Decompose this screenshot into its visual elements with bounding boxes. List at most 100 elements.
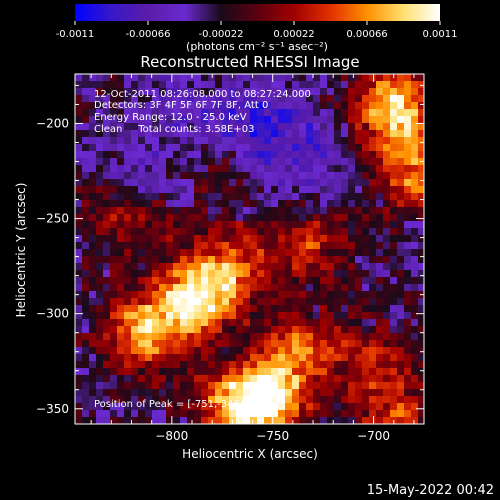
heatmap-cell xyxy=(299,116,307,124)
heatmap-cell xyxy=(145,403,153,411)
heatmap-cell xyxy=(341,123,349,131)
heatmap-cell xyxy=(103,207,111,215)
heatmap-cell xyxy=(313,130,321,138)
heatmap-cell xyxy=(418,277,424,285)
heatmap-cell xyxy=(187,375,195,383)
heatmap-cell xyxy=(264,179,272,187)
heatmap-cell xyxy=(250,193,258,201)
heatmap-cell xyxy=(159,130,167,138)
heatmap-cell xyxy=(215,417,223,424)
heatmap-cell xyxy=(124,95,132,103)
heatmap-cell xyxy=(187,165,195,173)
heatmap-cell xyxy=(215,410,223,418)
heatmap-cell xyxy=(313,340,321,348)
heatmap-cell xyxy=(348,403,356,411)
render-timestamp: 15-May-2022 00:42 xyxy=(367,483,494,498)
heatmap-cell xyxy=(264,200,272,208)
heatmap-cell xyxy=(383,221,391,229)
heatmap-cell xyxy=(131,382,139,390)
heatmap-cell xyxy=(376,256,384,264)
heatmap-cell xyxy=(376,389,384,397)
heatmap-cell xyxy=(383,172,391,180)
heatmap-cell xyxy=(404,417,412,424)
heatmap-cell xyxy=(383,291,391,299)
heatmap-cell xyxy=(201,214,209,222)
heatmap-cell xyxy=(131,270,139,278)
heatmap-cell xyxy=(215,200,223,208)
heatmap-cell xyxy=(334,333,342,341)
heatmap-cell xyxy=(110,354,118,362)
heatmap-cell xyxy=(376,403,384,411)
heatmap-cell xyxy=(124,389,132,397)
heatmap-cell xyxy=(201,333,209,341)
heatmap-cell xyxy=(264,249,272,257)
heatmap-cell xyxy=(376,368,384,376)
heatmap-cell xyxy=(418,74,424,82)
heatmap-cell xyxy=(320,340,328,348)
heatmap-cell xyxy=(194,137,202,145)
heatmap-cell xyxy=(145,291,153,299)
heatmap-cell xyxy=(250,81,258,89)
heatmap-cell xyxy=(103,410,111,418)
heatmap-cell xyxy=(271,256,279,264)
heatmap-cell xyxy=(257,81,265,89)
heatmap-cell xyxy=(369,207,377,215)
heatmap-cell xyxy=(404,207,412,215)
heatmap-cell xyxy=(124,410,132,418)
heatmap-cell xyxy=(369,291,377,299)
heatmap-cell xyxy=(201,312,209,320)
heatmap-cell xyxy=(285,403,293,411)
heatmap-cell xyxy=(236,305,244,313)
heatmap-cell xyxy=(96,193,104,201)
heatmap-cell xyxy=(397,95,405,103)
heatmap-cell xyxy=(285,242,293,250)
heatmap-cell xyxy=(306,305,314,313)
heatmap-cell xyxy=(271,123,279,131)
heatmap-cell xyxy=(306,242,314,250)
heatmap-cell xyxy=(348,200,356,208)
heatmap-cell xyxy=(299,284,307,292)
heatmap-cell xyxy=(292,389,300,397)
heatmap-cell xyxy=(124,165,132,173)
heatmap-cell xyxy=(236,144,244,152)
heatmap-cell xyxy=(82,298,90,306)
heatmap-cell xyxy=(313,179,321,187)
heatmap-cell xyxy=(320,256,328,264)
heatmap-cell xyxy=(131,368,139,376)
heatmap-cell xyxy=(292,214,300,222)
heatmap-cell xyxy=(285,109,293,117)
heatmap-cell xyxy=(103,305,111,313)
heatmap-cell xyxy=(306,403,314,411)
heatmap-cell xyxy=(131,130,139,138)
heatmap-cell xyxy=(271,102,279,110)
heatmap-cell xyxy=(355,186,363,194)
heatmap-cell xyxy=(194,354,202,362)
heatmap-cell xyxy=(355,235,363,243)
heatmap-cell xyxy=(411,277,419,285)
heatmap-cell xyxy=(243,410,251,418)
heatmap-cell xyxy=(418,298,424,306)
heatmap-cell xyxy=(75,116,83,124)
heatmap-cell xyxy=(82,116,90,124)
heatmap-cell xyxy=(376,270,384,278)
heatmap-cell xyxy=(355,312,363,320)
heatmap-cell xyxy=(96,284,104,292)
heatmap-cell xyxy=(355,137,363,145)
heatmap-cell xyxy=(145,193,153,201)
heatmap-cell xyxy=(404,256,412,264)
heatmap-cell xyxy=(201,186,209,194)
heatmap-cell xyxy=(75,214,83,222)
heatmap-cell xyxy=(194,382,202,390)
heatmap-cell xyxy=(327,109,335,117)
heatmap-cell xyxy=(299,361,307,369)
heatmap-cell xyxy=(110,340,118,348)
heatmap-cell xyxy=(362,151,370,159)
heatmap-cell xyxy=(194,319,202,327)
heatmap-cell xyxy=(334,172,342,180)
heatmap-cell xyxy=(89,81,97,89)
heatmap-cell xyxy=(194,179,202,187)
heatmap-cell xyxy=(243,228,251,236)
heatmap-cell xyxy=(173,137,181,145)
heatmap-cell xyxy=(124,403,132,411)
heatmap-cell xyxy=(173,193,181,201)
